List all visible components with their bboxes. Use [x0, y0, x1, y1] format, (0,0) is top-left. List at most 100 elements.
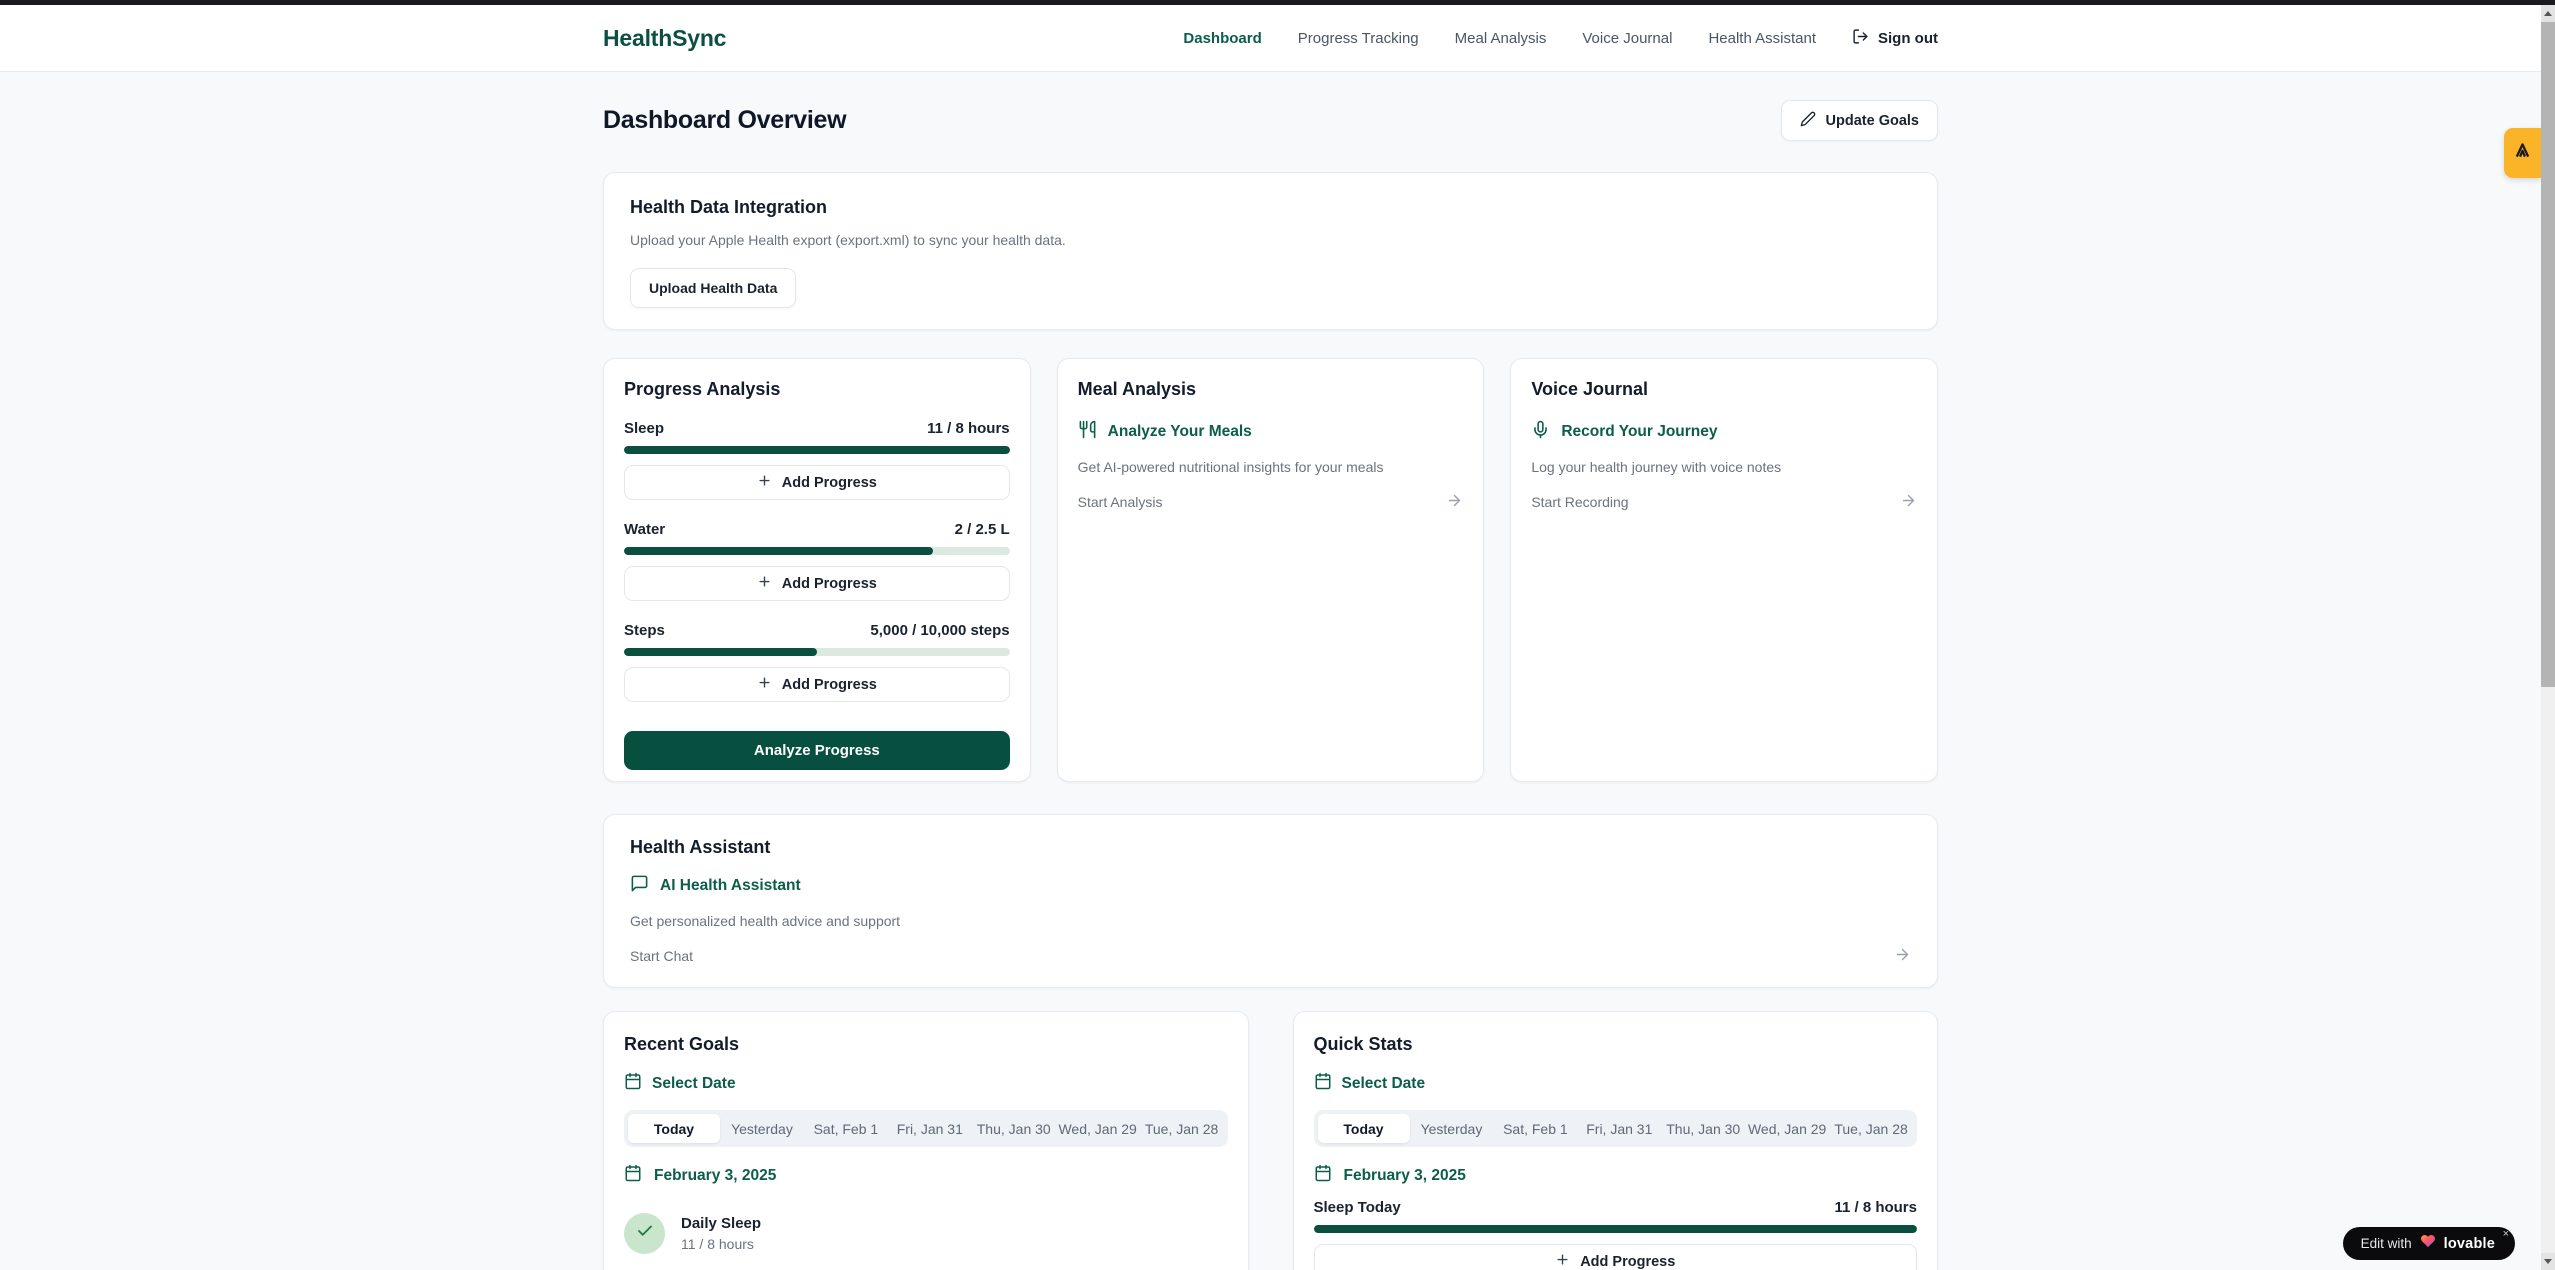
heart-icon: [2420, 1233, 2436, 1254]
recent-goals-title: Recent Goals: [624, 1034, 740, 1054]
selected-date-label: February 3, 2025: [1343, 1166, 1466, 1184]
record-your-journey-link[interactable]: Record Your Journey: [1531, 420, 1917, 444]
date-tab-thu-jan-30[interactable]: Thu, Jan 30: [1666, 1120, 1741, 1137]
date-tab-fri-jan-31[interactable]: Fri, Jan 31: [1586, 1120, 1653, 1137]
steps-progress-bar: [624, 648, 1010, 656]
add-progress-label: Add Progress: [781, 676, 877, 693]
date-tab-wed-jan-29[interactable]: Wed, Jan 29: [1747, 1120, 1827, 1137]
selected-date-label: February 3, 2025: [654, 1166, 777, 1184]
water-value: 2 / 2.5 L: [954, 521, 1010, 538]
record-your-journey-label: Record Your Journey: [1561, 423, 1718, 440]
plus-icon: [757, 473, 772, 492]
lovable-label: lovable: [2443, 1235, 2495, 1252]
date-tab-thu-jan-30[interactable]: Thu, Jan 30: [976, 1120, 1051, 1137]
vertical-scrollbar[interactable]: [2541, 5, 2555, 1270]
date-tab-yesterday[interactable]: Yesterday: [1420, 1120, 1483, 1137]
plus-icon: [1555, 1252, 1570, 1270]
sleep-today-label: Sleep Today: [1313, 1199, 1401, 1216]
utensils-icon: [1078, 420, 1097, 444]
calendar-icon: [624, 1072, 642, 1095]
calendar-icon: [624, 1164, 642, 1187]
water-progress-fill: [624, 547, 933, 555]
upload-health-data-button[interactable]: Upload Health Data: [630, 268, 797, 308]
health-data-integration-card: Health Data Integration Upload your Appl…: [603, 172, 1938, 330]
pencil-icon: [1800, 111, 1816, 131]
ai-health-assistant-link[interactable]: AI Health Assistant: [630, 874, 1911, 898]
quick-stats-select-date[interactable]: Select Date: [1314, 1072, 1918, 1095]
add-steps-progress-button[interactable]: Add Progress: [624, 667, 1010, 702]
arrow-right-icon: [1894, 946, 1911, 966]
integration-title: Health Data Integration: [630, 197, 828, 217]
date-tab-sat-feb-1[interactable]: Sat, Feb 1: [813, 1120, 879, 1137]
check-icon: [636, 1222, 654, 1245]
sign-out-label: Sign out: [1878, 29, 1938, 47]
chat-bubble-icon: [630, 874, 649, 898]
start-analysis-label: Start Analysis: [1077, 494, 1163, 510]
close-icon[interactable]: ×: [2502, 1228, 2509, 1240]
update-goals-button[interactable]: Update Goals: [1780, 100, 1938, 141]
sleep-today-value: 11 / 8 hours: [1834, 1199, 1917, 1216]
analyze-your-meals-link[interactable]: Analyze Your Meals: [1078, 420, 1464, 444]
add-sleep-progress-button[interactable]: Add Progress: [624, 465, 1010, 500]
date-tab-tue-jan-28[interactable]: Tue, Jan 28: [1834, 1120, 1908, 1137]
select-date-label: Select Date: [652, 1074, 736, 1092]
main-nav: Dashboard Progress Tracking Meal Analysi…: [1183, 28, 1938, 49]
calendar-icon: [1314, 1164, 1332, 1187]
date-tab-wed-jan-29[interactable]: Wed, Jan 29: [1058, 1120, 1137, 1137]
recent-goals-date-tabs: Today Yesterday Sat, Feb 1 Fri, Jan 31 T…: [624, 1110, 1228, 1147]
date-tab-sat-feb-1[interactable]: Sat, Feb 1: [1503, 1120, 1568, 1137]
sleep-today-progress-fill: [1313, 1225, 1917, 1233]
lovable-logo-icon: [2512, 140, 2533, 166]
date-tab-today[interactable]: Today: [1317, 1114, 1410, 1143]
water-progress-bar: [624, 547, 1010, 555]
start-chat-row[interactable]: Start Chat: [630, 946, 1911, 966]
start-chat-label: Start Chat: [630, 948, 694, 964]
sleep-progress-fill: [624, 446, 1010, 454]
date-tab-yesterday[interactable]: Yesterday: [731, 1120, 793, 1137]
scroll-down-button[interactable]: [2541, 1253, 2555, 1270]
brand-logo[interactable]: HealthSync: [603, 24, 727, 51]
nav-item-meal-analysis[interactable]: Meal Analysis: [1454, 29, 1547, 47]
goal-item-daily-sleep: Daily Sleep 11 / 8 hours: [624, 1213, 1228, 1254]
start-analysis-row[interactable]: Start Analysis: [1078, 492, 1464, 512]
voice-description: Log your health journey with voice notes: [1531, 459, 1782, 475]
nav-item-health-assistant[interactable]: Health Assistant: [1708, 29, 1816, 47]
ai-health-assistant-label: AI Health Assistant: [660, 877, 801, 894]
voice-journal-title: Voice Journal: [1531, 379, 1649, 399]
quick-stats-date-tabs: Today Yesterday Sat, Feb 1 Fri, Jan 31 T…: [1313, 1110, 1917, 1147]
calendar-icon: [1314, 1072, 1332, 1095]
start-recording-row[interactable]: Start Recording: [1531, 492, 1917, 512]
sign-out-button[interactable]: Sign out: [1852, 28, 1938, 49]
steps-label: Steps: [624, 622, 665, 639]
scrollbar-thumb[interactable]: [2541, 22, 2555, 687]
nav-item-voice-journal[interactable]: Voice Journal: [1582, 29, 1673, 47]
meal-analysis-title: Meal Analysis: [1077, 379, 1197, 399]
nav-item-progress-tracking[interactable]: Progress Tracking: [1297, 29, 1419, 47]
date-tab-tue-jan-28[interactable]: Tue, Jan 28: [1144, 1120, 1219, 1137]
date-tab-fri-jan-31[interactable]: Fri, Jan 31: [896, 1120, 963, 1137]
metric-sleep: Sleep 11 / 8 hours Add Progress: [624, 420, 1010, 500]
edit-with-lovable-badge[interactable]: Edit with lovable ×: [2342, 1227, 2515, 1260]
recent-goals-selected-date[interactable]: February 3, 2025: [624, 1164, 1228, 1187]
sleep-label: Sleep: [624, 420, 665, 437]
date-tab-today[interactable]: Today: [628, 1114, 720, 1143]
metric-water: Water 2 / 2.5 L Add Progress: [624, 521, 1010, 601]
sleep-value: 11 / 8 hours: [927, 420, 1010, 437]
goal-complete-badge: [624, 1213, 665, 1254]
edit-with-label: Edit with: [2360, 1236, 2412, 1251]
lovable-edge-badge[interactable]: [2504, 128, 2541, 178]
recent-goals-select-date[interactable]: Select Date: [624, 1072, 1228, 1095]
scroll-up-button[interactable]: [2541, 5, 2555, 22]
water-label: Water: [624, 521, 666, 538]
browser-top-strip: [0, 0, 2555, 5]
add-progress-label: Add Progress: [781, 474, 877, 491]
add-water-progress-button[interactable]: Add Progress: [624, 566, 1010, 601]
start-recording-label: Start Recording: [1531, 494, 1629, 510]
goal-name: Daily Sleep: [681, 1215, 762, 1232]
analyze-progress-button[interactable]: Analyze Progress: [624, 731, 1010, 770]
quick-stats-add-progress-button[interactable]: Add Progress: [1313, 1244, 1917, 1270]
assistant-description: Get personalized health advice and suppo…: [630, 913, 901, 929]
nav-item-dashboard[interactable]: Dashboard: [1183, 29, 1262, 47]
quick-stats-selected-date[interactable]: February 3, 2025: [1314, 1164, 1918, 1187]
progress-analysis-title: Progress Analysis: [624, 379, 781, 399]
